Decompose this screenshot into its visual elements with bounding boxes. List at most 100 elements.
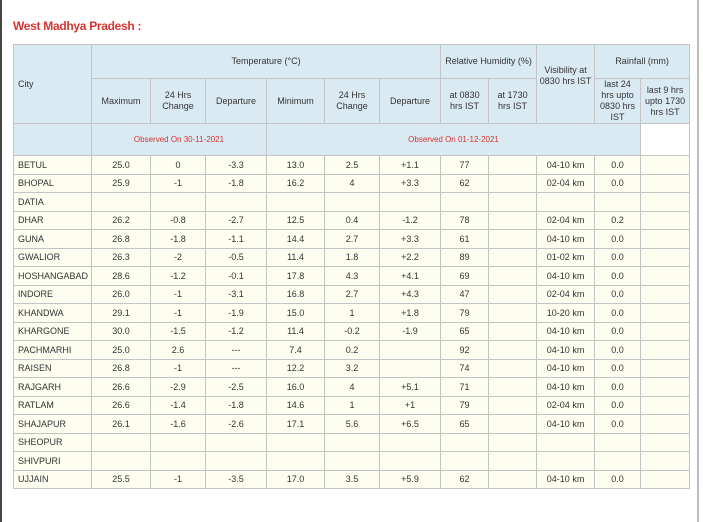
city-name: PACHMARHI bbox=[13, 340, 92, 360]
table-cell bbox=[488, 340, 538, 360]
table-cell: 0.0 bbox=[594, 377, 642, 397]
table-cell: 0.0 bbox=[594, 155, 642, 175]
window-border bbox=[0, 0, 2, 522]
city-name: GUNA bbox=[13, 229, 92, 249]
city-name: SHIVPURI bbox=[13, 451, 92, 471]
table-cell: 12.5 bbox=[266, 210, 325, 230]
city-name: SHAJAPUR bbox=[13, 414, 92, 434]
table-cell: +2.2 bbox=[378, 247, 442, 267]
table-cell: 02-04 km bbox=[536, 173, 596, 193]
city-name: RATLAM bbox=[13, 395, 92, 415]
table-cell bbox=[640, 210, 691, 230]
table-row: BETUL 25.0 0 -3.3 13.0 2.5 +1.1 77 04-10 km 0.0 bbox=[13, 155, 691, 175]
table-cell bbox=[640, 303, 691, 323]
table-cell: -1.2 bbox=[205, 321, 267, 341]
table-row: PACHMARHI 25.0 2.6 --- 7.4 0.2 92 04-10 km 0.0 bbox=[13, 340, 691, 360]
table-row: KHANDWA 29.1 -1 -1.9 15.0 1 +1.8 79 10-20 km 0.0 bbox=[13, 303, 691, 323]
table-cell: 29.1 bbox=[91, 303, 151, 323]
table-cell: 01-02 km bbox=[536, 247, 596, 267]
table-cell: 26.1 bbox=[91, 414, 151, 434]
table-cell: 26.3 bbox=[91, 247, 151, 267]
table-cell: +5.1 bbox=[378, 377, 442, 397]
table-row: RAISEN 26.8 -1 --- 12.2 3.2 74 04-10 km 0.0 bbox=[13, 358, 691, 378]
table-cell: 7.4 bbox=[266, 340, 325, 360]
table-cell: -1.9 bbox=[378, 321, 442, 341]
table-cell bbox=[536, 451, 596, 471]
table-cell: 3.2 bbox=[324, 358, 380, 378]
table-cell: 02-04 km bbox=[536, 395, 596, 415]
table-cell: -2.6 bbox=[205, 414, 267, 434]
table-cell: 14.4 bbox=[266, 229, 325, 249]
table-cell bbox=[488, 414, 538, 434]
table-cell: 04-10 km bbox=[536, 358, 596, 378]
table-cell: 4 bbox=[324, 377, 380, 397]
table-row: DHAR 26.2 -0.8 -2.7 12.5 0.4 -1.2 78 02-04 km 0.2 bbox=[13, 210, 691, 230]
city-name: KHARGONE bbox=[13, 321, 92, 341]
table-row: SHAJAPUR 26.1 -1.6 -2.6 17.1 5.6 +6.5 65 04-10 k… bbox=[13, 414, 691, 434]
table-cell bbox=[488, 247, 538, 267]
table-cell bbox=[488, 173, 538, 193]
table-cell: --- bbox=[205, 340, 267, 360]
table-cell bbox=[324, 432, 380, 452]
table-cell: -1.9 bbox=[205, 303, 267, 323]
table-cell: -1 bbox=[150, 303, 206, 323]
table-cell: 16.0 bbox=[266, 377, 325, 397]
table-cell: 02-04 km bbox=[536, 284, 596, 304]
table-cell bbox=[640, 284, 691, 304]
table-cell bbox=[440, 451, 490, 471]
table-cell bbox=[91, 192, 151, 212]
table-cell: 2.5 bbox=[324, 155, 380, 175]
table-cell: 0.2 bbox=[324, 340, 380, 360]
table-row: GUNA 26.8 -1.8 -1.1 14.4 2.7 +3.3 61 04-10 km 0.0 bbox=[13, 229, 691, 249]
table-cell bbox=[266, 192, 325, 212]
table-cell bbox=[488, 155, 538, 175]
table-cell bbox=[640, 451, 691, 471]
table-cell bbox=[488, 469, 538, 489]
table-cell: -2.5 bbox=[205, 377, 267, 397]
scrollbar[interactable] bbox=[697, 0, 699, 522]
table-cell bbox=[594, 192, 642, 212]
table-cell: -1.6 bbox=[150, 414, 206, 434]
table-cell: 25.5 bbox=[91, 469, 151, 489]
table-cell: 17.0 bbox=[266, 469, 325, 489]
table-cell: 14.6 bbox=[266, 395, 325, 415]
table-cell: -1 bbox=[150, 469, 206, 489]
header-city: City bbox=[13, 44, 92, 124]
table-cell: 92 bbox=[440, 340, 490, 360]
table-cell: +5.9 bbox=[378, 469, 442, 489]
table-cell: -1.2 bbox=[150, 266, 206, 286]
table-cell: 04-10 km bbox=[536, 229, 596, 249]
table-cell bbox=[205, 192, 267, 212]
table-cell: 1.8 bbox=[324, 247, 380, 267]
table-cell: 26.0 bbox=[91, 284, 151, 304]
table-cell: 0.0 bbox=[594, 266, 642, 286]
city-name: UJJAIN bbox=[13, 469, 92, 489]
table-cell bbox=[488, 284, 538, 304]
table-cell: +1.1 bbox=[378, 155, 442, 175]
table-cell bbox=[640, 155, 691, 175]
table-cell: -1.1 bbox=[205, 229, 267, 249]
table-cell: -1 bbox=[150, 173, 206, 193]
table-cell bbox=[488, 451, 538, 471]
table-cell: 11.4 bbox=[266, 321, 325, 341]
table-cell: -3.3 bbox=[205, 155, 267, 175]
table-cell: 0.0 bbox=[594, 358, 642, 378]
table-cell bbox=[378, 358, 442, 378]
table-cell: 65 bbox=[440, 321, 490, 341]
table-cell bbox=[378, 340, 442, 360]
table-cell bbox=[150, 192, 206, 212]
city-name: INDORE bbox=[13, 284, 92, 304]
table-cell bbox=[91, 451, 151, 471]
header-max-change: 24 Hrs Change bbox=[150, 78, 206, 124]
header-min-departure: Departure bbox=[378, 78, 442, 124]
table-cell bbox=[488, 358, 538, 378]
table-cell: 65 bbox=[440, 414, 490, 434]
table-cell bbox=[324, 451, 380, 471]
table-cell bbox=[640, 266, 691, 286]
table-cell bbox=[640, 192, 691, 212]
table-cell: 79 bbox=[440, 395, 490, 415]
table-cell bbox=[205, 432, 267, 452]
table-cell bbox=[150, 432, 206, 452]
table-cell: 04-10 km bbox=[536, 321, 596, 341]
table-cell: -1 bbox=[150, 284, 206, 304]
